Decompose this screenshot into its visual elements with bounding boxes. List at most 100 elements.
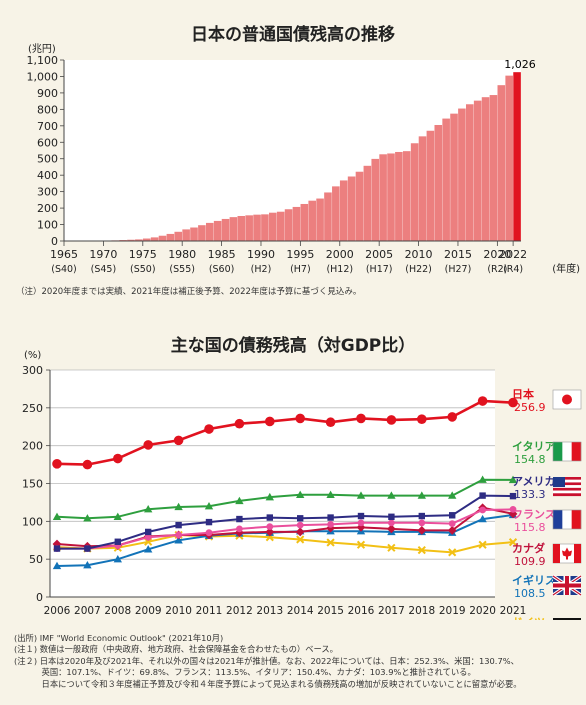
x-tick-label: 1965 bbox=[50, 248, 78, 261]
data-point bbox=[388, 519, 395, 527]
flag-border bbox=[552, 509, 582, 530]
data-point bbox=[449, 512, 456, 519]
series-name-label: 日本 bbox=[512, 387, 534, 401]
data-point bbox=[417, 414, 427, 424]
series-line bbox=[57, 508, 514, 550]
data-point bbox=[52, 459, 62, 469]
series-value-label: 109.9 bbox=[514, 555, 546, 568]
series-value-label: 133.3 bbox=[514, 488, 546, 501]
x-tick-label: 2005 bbox=[365, 248, 393, 261]
y-tick-label: 0 bbox=[36, 591, 43, 604]
bar bbox=[489, 95, 498, 241]
note-line: 日本について令和３年度補正予算及び令和４年度予算によって見込まれる債務残高の増加… bbox=[14, 678, 522, 689]
data-point bbox=[174, 536, 183, 544]
series-line bbox=[57, 494, 514, 550]
x-tick-era-label: (H12) bbox=[326, 264, 353, 275]
bar bbox=[434, 124, 443, 241]
data-point bbox=[326, 490, 335, 499]
data-point bbox=[266, 523, 274, 531]
data-point bbox=[356, 413, 366, 424]
data-point bbox=[175, 521, 182, 529]
note-line: 英国：107.1%、ドイツ：69.8%、フランス：113.5%、イタリア：150… bbox=[14, 667, 476, 678]
x-tick-label: 1995 bbox=[286, 248, 314, 261]
bar-chart-title: 日本の普通国債残高の推移 bbox=[191, 25, 395, 45]
flag-band bbox=[574, 544, 581, 563]
x-tick-label: 2020 bbox=[483, 248, 511, 261]
bar bbox=[402, 151, 411, 241]
data-point bbox=[447, 412, 458, 422]
flag-stripe bbox=[553, 477, 581, 480]
data-point bbox=[508, 538, 518, 547]
data-point bbox=[83, 561, 92, 569]
bar bbox=[465, 104, 474, 241]
data-point bbox=[297, 515, 304, 522]
maple-leaf bbox=[562, 547, 572, 560]
x-tick-label: 2015 bbox=[444, 248, 472, 261]
data-point bbox=[325, 417, 336, 428]
x-tick-era-label: (S40) bbox=[51, 264, 77, 275]
bar-chart: 0 100 200 300 400 500 600 700 800 900 1,000 1,100(兆… bbox=[27, 43, 581, 275]
data-point bbox=[327, 520, 334, 528]
y-axis-unit: (兆円) bbox=[28, 43, 56, 55]
bar bbox=[339, 180, 348, 241]
y-tick-label: 0 bbox=[51, 235, 58, 248]
data-point bbox=[478, 514, 487, 523]
flag-stripe bbox=[571, 442, 582, 461]
bar bbox=[426, 130, 435, 241]
bar bbox=[442, 118, 450, 241]
flag-stripe bbox=[553, 487, 581, 491]
y-axis-unit: (%) bbox=[24, 350, 41, 361]
bar bbox=[332, 186, 340, 241]
x-tick-label: 1990 bbox=[247, 248, 275, 261]
flag-stripe bbox=[562, 510, 572, 529]
flag-stripe bbox=[553, 490, 581, 494]
data-point bbox=[236, 515, 243, 523]
data-point bbox=[417, 491, 426, 499]
bar bbox=[347, 176, 356, 241]
data-point bbox=[387, 543, 396, 552]
note-line: (注２) 日本は2020年及び2021年、それ以外の国々は2021年が推計値。な… bbox=[14, 655, 519, 666]
bar bbox=[269, 212, 277, 241]
x-tick-era-label: (S50) bbox=[130, 264, 156, 275]
flag-stripe bbox=[553, 485, 581, 488]
highlight-bar bbox=[513, 72, 521, 241]
flag-stripe bbox=[553, 510, 563, 529]
data-point bbox=[143, 440, 153, 450]
bar bbox=[190, 227, 198, 241]
data-point bbox=[113, 512, 122, 520]
data-point bbox=[478, 475, 487, 483]
bar bbox=[505, 75, 513, 241]
bar bbox=[316, 198, 324, 241]
bar bbox=[245, 215, 253, 241]
data-point bbox=[82, 459, 93, 470]
x-tick-label: 1975 bbox=[129, 248, 157, 261]
x-tick-label: 2013 bbox=[256, 605, 283, 617]
y-tick-label: 900 bbox=[37, 87, 58, 100]
x-tick-label: 2006 bbox=[44, 605, 71, 617]
data-point bbox=[235, 528, 244, 538]
y-tick-label: 100 bbox=[37, 219, 58, 232]
y-tick-label: 300 bbox=[22, 364, 43, 377]
bar bbox=[355, 171, 364, 241]
x-tick-label: 2020 bbox=[469, 605, 496, 617]
flag-stripe bbox=[562, 442, 572, 461]
bar bbox=[158, 235, 167, 241]
data-point bbox=[295, 527, 305, 537]
series-name-label: カナダ bbox=[512, 541, 545, 555]
bar bbox=[363, 165, 372, 241]
flag-stripe bbox=[553, 493, 581, 497]
series-name-label: イタリア bbox=[512, 440, 556, 453]
bar bbox=[205, 222, 214, 241]
data-point bbox=[84, 545, 91, 552]
y-tick-label: 600 bbox=[37, 136, 58, 149]
flag-cross-red bbox=[553, 583, 581, 588]
series-line bbox=[56, 399, 514, 466]
usa-flag-icon bbox=[553, 477, 581, 497]
data-point bbox=[356, 491, 366, 499]
x-tick-label: 2012 bbox=[226, 605, 253, 617]
data-point bbox=[387, 491, 396, 499]
x-tick-era-label: (R4) bbox=[503, 264, 523, 275]
bar bbox=[458, 108, 466, 241]
bar bbox=[142, 238, 151, 241]
bar bbox=[182, 229, 190, 241]
